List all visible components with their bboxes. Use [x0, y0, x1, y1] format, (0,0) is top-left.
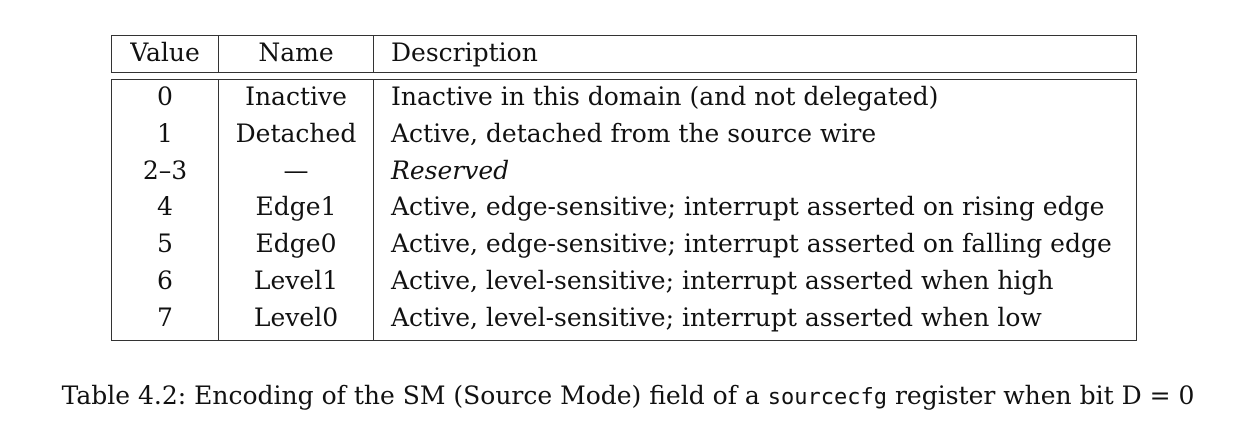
- header-value: Value: [130, 38, 200, 67]
- row-name: Level0: [253, 303, 339, 332]
- row-value: 5: [157, 229, 173, 258]
- row-description: Reserved: [391, 156, 510, 185]
- row-description: Active, edge-sensitive; interrupt assert…: [391, 229, 1112, 258]
- row-name: Edge0: [255, 229, 337, 258]
- row-value: 0: [157, 82, 173, 111]
- table-header-row: Value Name Description: [111, 35, 1137, 73]
- caption-prefix: Table 4.2: Encoding of the SM (Source Mo…: [61, 381, 768, 410]
- column-divider: [218, 36, 219, 72]
- table-body: 0 Inactive Inactive in this domain (and no…: [111, 79, 1137, 341]
- column-divider: [373, 36, 374, 72]
- row-name: Inactive: [245, 82, 347, 111]
- header-description: Description: [391, 38, 538, 67]
- row-value: 2–3: [142, 156, 188, 185]
- encoding-table: Value Name Description 0 Inactive Inactive…: [111, 35, 1137, 341]
- row-description: Active, edge-sensitive; interrupt assert…: [391, 192, 1105, 221]
- header-name: Name: [258, 38, 334, 67]
- row-name: Level1: [253, 266, 339, 295]
- row-description: Active, level-sensitive; interrupt asser…: [391, 266, 1054, 295]
- caption-code: sourcecfg: [767, 385, 887, 410]
- row-value: 4: [157, 192, 173, 221]
- row-description: Active, level-sensitive; interrupt asser…: [391, 303, 1042, 332]
- column-divider: [218, 80, 219, 340]
- table-caption: Table 4.2: Encoding of the SM (Source Mo…: [0, 380, 1256, 414]
- row-name: Edge1: [255, 192, 337, 221]
- row-value: 1: [157, 119, 173, 148]
- column-divider: [373, 80, 374, 340]
- caption-suffix: register when bit D = 0: [887, 381, 1195, 410]
- row-description: Active, detached from the source wire: [391, 119, 877, 148]
- row-value: 6: [157, 266, 173, 295]
- row-name: Detached: [235, 119, 357, 148]
- row-value: 7: [157, 303, 173, 332]
- row-name: —: [283, 156, 309, 185]
- row-description: Inactive in this domain (and not delegat…: [391, 82, 939, 111]
